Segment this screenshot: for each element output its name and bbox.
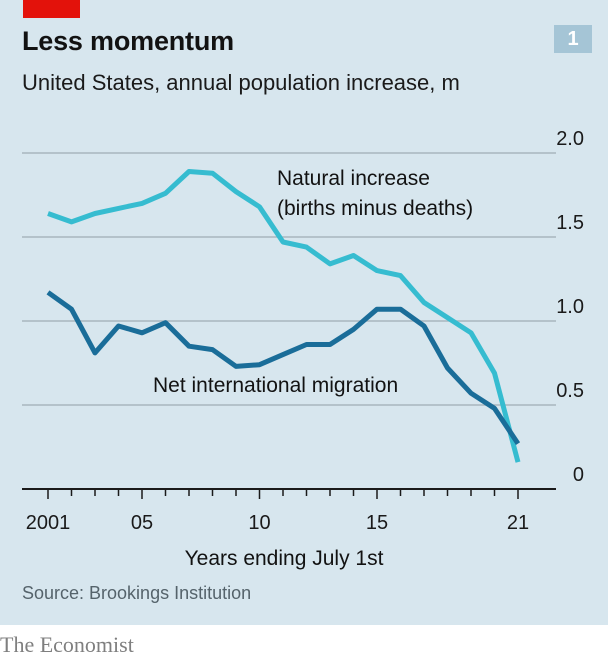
x-axis-title: Years ending July 1st — [185, 547, 384, 570]
source-note: Source: Brookings Institution — [22, 583, 252, 603]
x-tick-label: 10 — [248, 512, 270, 534]
x-tick-label: 2001 — [26, 512, 71, 534]
x-axis — [22, 488, 556, 499]
y-tick-label: 1.0 — [556, 296, 584, 318]
x-tick-label: 15 — [366, 512, 388, 534]
chart-number-badge: 1 — [554, 25, 592, 53]
line-chart: 0 0.5 1.0 1.5 2.0 2001 05 10 15 21 Natural incre… — [22, 128, 584, 570]
y-tick-label: 1.5 — [556, 212, 584, 234]
series-annotations: Natural increase (births minus deaths) Net… — [153, 167, 473, 397]
y-tick-label: 0.5 — [556, 380, 584, 402]
y-tick-label: 2.0 — [556, 128, 584, 150]
economist-brand: The Economist — [0, 632, 134, 657]
series-lines — [46, 169, 521, 463]
chart-title: Less momentum — [22, 26, 234, 56]
gridlines — [22, 152, 556, 406]
net-migration-line — [46, 290, 521, 445]
natural-increase-line — [47, 169, 521, 463]
net-migration-label: Net international migration — [153, 374, 398, 397]
chart-panel: Less momentum United States, annual popu… — [0, 0, 608, 625]
y-axis-labels: 0 0.5 1.0 1.5 2.0 — [556, 128, 584, 486]
natural-increase-label: (births minus deaths) — [277, 197, 473, 220]
y-tick-label: 0 — [573, 464, 584, 486]
x-axis-labels: 2001 05 10 15 21 — [26, 512, 529, 534]
x-tick-label: 21 — [507, 512, 529, 534]
chart-subtitle: United States, annual population increas… — [22, 70, 460, 95]
natural-increase-label: Natural increase — [277, 167, 430, 190]
x-tick-label: 05 — [131, 512, 153, 534]
economist-red-tag — [23, 0, 80, 18]
